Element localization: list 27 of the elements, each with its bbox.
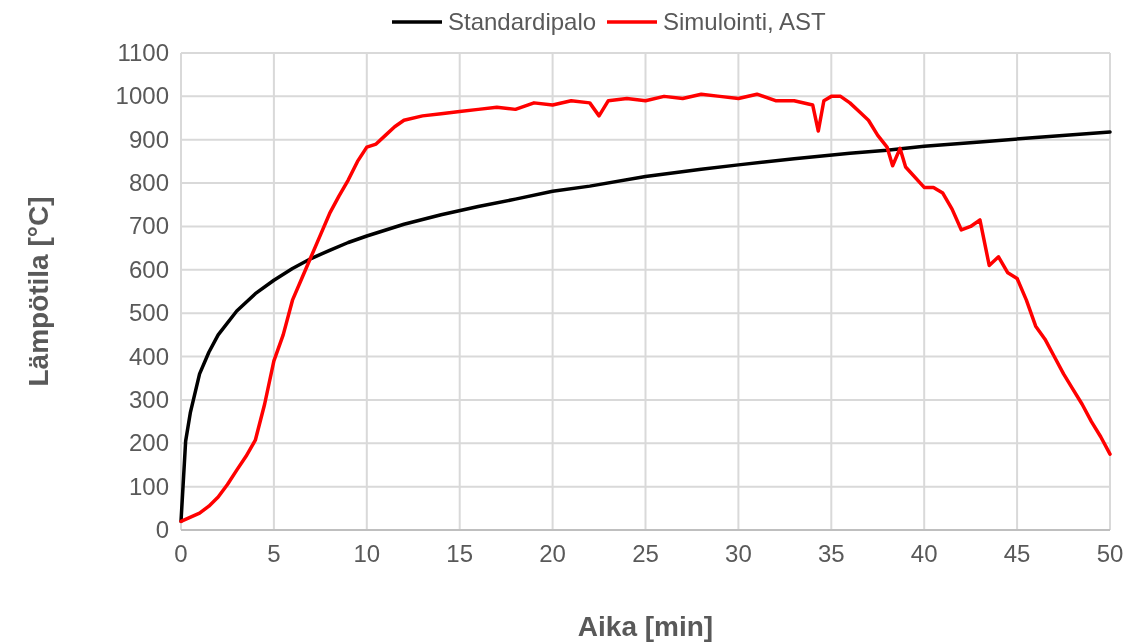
x-tick-label: 20 xyxy=(539,540,566,567)
x-axis-title: Aika [min] xyxy=(577,611,714,642)
x-tick-label: 10 xyxy=(353,540,381,567)
x-tick-label: 50 xyxy=(1096,540,1124,567)
x-tick-label: 5 xyxy=(267,540,281,567)
y-tick-label: 300 xyxy=(128,385,169,413)
legend-label: Standardipalo xyxy=(448,8,597,35)
legend-label: Simulointi, AST xyxy=(663,8,827,35)
y-tick-label: 1100 xyxy=(117,39,169,66)
x-tick-label: 25 xyxy=(632,540,659,567)
x-tick-label: 40 xyxy=(910,540,938,567)
y-tick-label: 200 xyxy=(128,429,169,457)
y-tick-label: 0 xyxy=(155,516,169,543)
y-tick-label: 900 xyxy=(128,125,169,153)
y-axis-title: Lämpötila [°C] xyxy=(23,196,54,387)
x-tick-label: 15 xyxy=(446,540,474,567)
x-tick-label: 30 xyxy=(725,540,752,567)
y-tick-label: 100 xyxy=(128,472,169,500)
y-tick-label: 700 xyxy=(128,212,169,240)
x-tick-label: 35 xyxy=(817,540,845,567)
x-tick-label: 45 xyxy=(1003,540,1031,567)
y-tick-label: 400 xyxy=(128,342,169,370)
y-tick-label: 1000 xyxy=(115,82,169,110)
y-tick-label: 800 xyxy=(128,169,169,197)
y-tick-label: 600 xyxy=(128,255,169,283)
x-tick-label: 0 xyxy=(174,540,188,567)
y-tick-label: 500 xyxy=(128,299,169,327)
